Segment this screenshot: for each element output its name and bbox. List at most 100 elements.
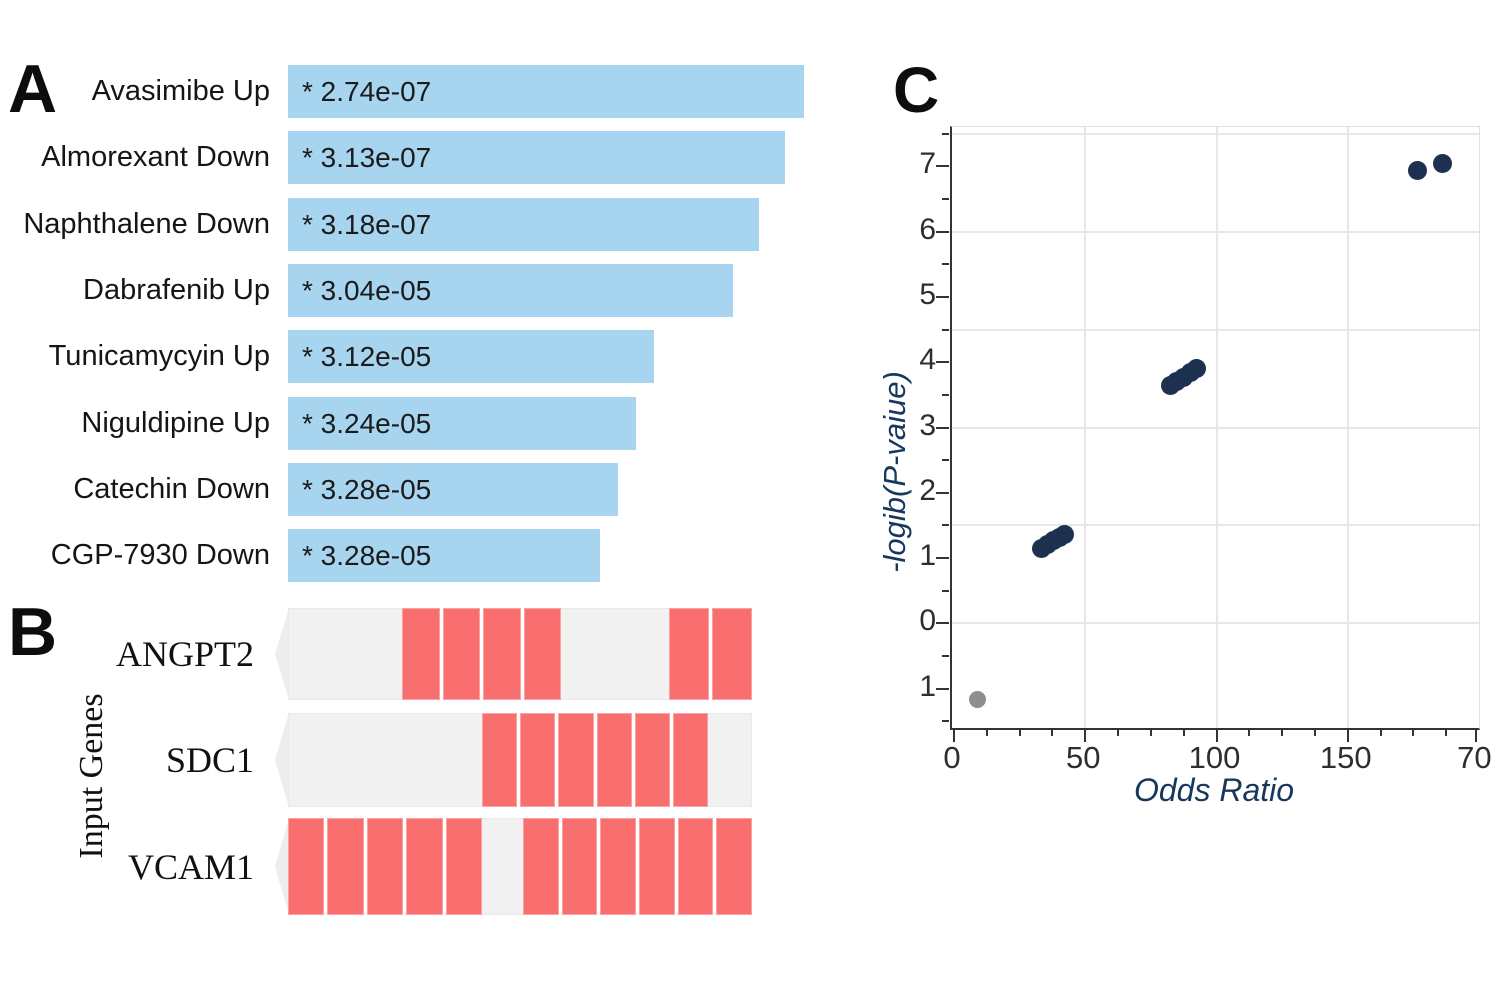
bar: * 3.24e-05	[288, 397, 636, 450]
hit-segment	[482, 713, 709, 807]
y-tick-label: 3	[919, 408, 936, 442]
hit-segment	[402, 608, 561, 700]
y-major-tick	[936, 687, 949, 690]
y-minor-tick	[942, 524, 949, 527]
hit-cell	[520, 713, 556, 807]
y-minor-tick	[942, 459, 949, 462]
hit-cell	[523, 818, 559, 915]
bar: * 3.04e-05	[288, 264, 733, 317]
hit-cell	[482, 713, 518, 807]
hit-cell	[639, 818, 675, 915]
x-minor-tick	[1182, 730, 1185, 736]
row-chevron	[275, 818, 289, 915]
scatter-point	[1054, 525, 1074, 545]
panel-c-label: C	[893, 54, 940, 126]
gap-segment	[561, 608, 669, 700]
bar-category-label: Niguldipine Up	[81, 407, 270, 439]
x-minor-tick	[1018, 730, 1021, 736]
bar: * 2.74e-07	[288, 65, 804, 118]
bar-pvalue-label: * 3.12e-05	[302, 340, 432, 372]
hit-segment	[669, 608, 752, 700]
gap-segment	[708, 713, 752, 807]
bar-pvalue-label: * 3.13e-07	[302, 141, 432, 173]
y-tick-label: 6	[919, 212, 936, 246]
hit-cell	[483, 608, 521, 700]
gap-segment	[288, 608, 402, 700]
gap-segment	[482, 818, 523, 915]
y-tick-label: 7	[919, 147, 936, 181]
y-major-tick	[936, 361, 949, 364]
panel-a-label: A	[8, 51, 58, 127]
scatter-point	[1187, 359, 1207, 379]
y-tick-label: 2	[919, 473, 936, 507]
bar-category-label: Almorexant Down	[41, 141, 270, 173]
y-gridline	[952, 622, 1479, 625]
x-minor-tick	[1051, 730, 1054, 736]
bar-pvalue-label: * 3.28e-05	[302, 539, 432, 571]
hit-cell	[600, 818, 637, 915]
y-major-tick	[936, 426, 949, 429]
x-major-tick	[1346, 730, 1349, 742]
x-major-tick	[1215, 730, 1218, 742]
bar-category-label: Avasimibe Up	[91, 75, 270, 107]
bar-pvalue-label: * 3.28e-05	[302, 473, 432, 505]
hit-segment	[523, 818, 753, 915]
panel-b-label: B	[8, 594, 58, 670]
hit-cell	[442, 608, 480, 700]
x-minor-tick	[1248, 730, 1251, 736]
hit-cell	[406, 818, 443, 915]
hit-cell	[716, 818, 753, 915]
hit-cell	[672, 713, 709, 807]
hit-cell	[445, 818, 483, 915]
y-major-tick	[936, 295, 949, 298]
y-gridline	[952, 230, 1479, 233]
y-tick-label: 4	[919, 343, 936, 377]
hit-segment	[288, 818, 483, 915]
gene-label: VCAM1	[127, 846, 254, 887]
gene-row-band	[288, 713, 752, 807]
x-major-tick	[1475, 730, 1478, 742]
hit-cell	[402, 608, 440, 700]
y-minor-tick	[942, 393, 949, 396]
x-minor-tick	[985, 730, 988, 736]
hit-cell	[561, 818, 598, 915]
x-minor-tick	[1149, 730, 1152, 736]
gene-row-band	[288, 608, 752, 700]
bar-category-label: Naphthalene Down	[23, 208, 270, 240]
scatter-point	[969, 690, 987, 708]
x-axis-title: Odds Ratio	[1133, 772, 1295, 808]
hit-cell	[634, 713, 670, 807]
bar: * 3.28e-05	[288, 529, 600, 582]
y-major-tick	[936, 491, 949, 494]
y-tick-label: 0	[919, 604, 936, 638]
y-tick-label: 5	[919, 277, 936, 311]
y-gridline	[952, 426, 1479, 429]
scatter-point	[1407, 160, 1427, 180]
hit-cell	[677, 818, 714, 915]
hit-cell	[327, 818, 364, 915]
y-minor-tick	[942, 132, 949, 135]
bar: * 3.12e-05	[288, 330, 654, 383]
x-minor-tick	[1379, 730, 1382, 736]
hit-cell	[712, 608, 752, 700]
bar: * 3.28e-05	[288, 463, 618, 516]
scatter-plot-area	[936, 126, 1480, 742]
bar: * 3.13e-07	[288, 131, 785, 184]
x-tick-label: 100	[1188, 740, 1241, 775]
hit-cell	[523, 608, 561, 700]
x-tick-label: 50	[1066, 740, 1101, 775]
row-chevron	[275, 608, 289, 700]
y-major-tick	[936, 230, 949, 233]
y-major-tick	[936, 622, 949, 625]
hit-cell	[288, 818, 325, 915]
bar-pvalue-label: * 3.18e-07	[302, 208, 432, 240]
bar-category-label: CGP-7930 Down	[50, 539, 270, 571]
x-minor-tick	[1281, 730, 1284, 736]
bar-category-label: Catechin Down	[73, 473, 270, 505]
bar-category-label: Dabrafenib Up	[83, 274, 270, 306]
x-minor-tick	[1412, 730, 1415, 736]
y-tick-label: 1	[919, 539, 936, 573]
y-gridline	[952, 132, 1479, 135]
y-major-tick	[936, 165, 949, 168]
